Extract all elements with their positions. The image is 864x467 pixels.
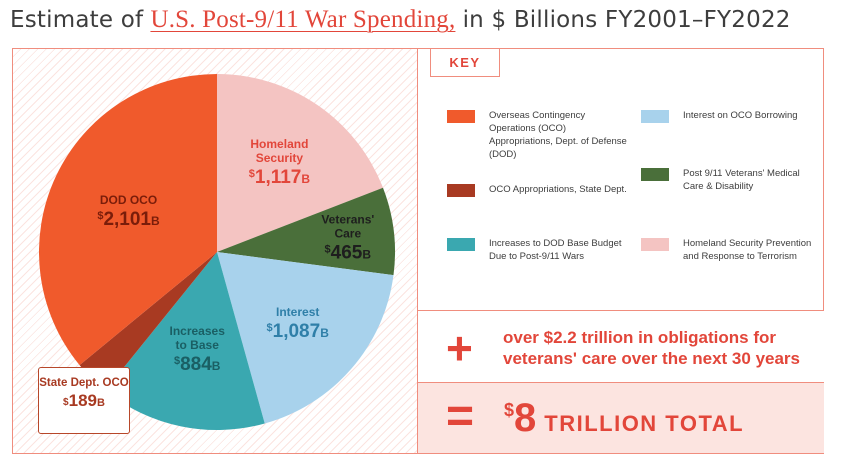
- total-word: TRILLION TOTAL: [544, 411, 745, 436]
- chart-frame: [12, 48, 824, 454]
- pie-value-label: $2,101B: [97, 209, 160, 230]
- legend-item-homeland: Homeland Security Prevention and Respons…: [641, 237, 821, 263]
- pie-slice-state-dept-oco: [79, 252, 217, 391]
- callout-value: $189B: [63, 391, 105, 410]
- pie-label: Interest: [276, 305, 319, 319]
- pie-slice-homeland-security: [217, 74, 383, 252]
- pie-slice-veterans-care: [217, 187, 396, 276]
- pie-slice-increases-to-base: [105, 252, 265, 431]
- chart-title: Estimate of U.S. Post-9/11 War Spending,…: [10, 5, 791, 35]
- total-amount: 8: [514, 396, 537, 440]
- total-value: $8 TRILLION TOTAL: [504, 398, 744, 438]
- equals-sign: =: [446, 390, 475, 443]
- total-row: [418, 383, 824, 453]
- pie-value-label: $1,087B: [267, 321, 330, 342]
- legend-item-base-budget: Increases to DOD Base Budget Due to Post…: [447, 237, 627, 263]
- pie-value-label: $465B: [325, 242, 372, 263]
- title-suffix: in $ Billions FY2001–FY2022: [462, 7, 791, 33]
- title-prefix: Estimate of: [10, 7, 144, 33]
- legend-swatch: [447, 184, 475, 197]
- legend-key-label: KEY: [430, 49, 500, 77]
- total-divider: [418, 382, 824, 383]
- vertical-divider: [417, 49, 418, 453]
- pie-label: DOD OCO: [100, 193, 157, 207]
- legend-item-state-oco: OCO Appropriations, State Dept.: [447, 183, 627, 197]
- pie-value-label: $1,117B: [249, 167, 311, 188]
- legend-label: Post 9/11 Veterans' Medical Care & Disab…: [683, 168, 800, 192]
- title-highlight: U.S. Post-9/11 War Spending,: [150, 6, 456, 33]
- legend-swatch: [641, 110, 669, 123]
- legend-item-veterans: Post 9/11 Veterans' Medical Care & Disab…: [641, 167, 821, 193]
- pie-label: Increases to Base: [170, 324, 226, 352]
- pie-slice-interest: [217, 252, 394, 424]
- legend-label: Overseas Contingency Operations (OCO) Ap…: [489, 110, 627, 160]
- plus-sign: +: [446, 322, 473, 374]
- legend-swatch: [447, 238, 475, 251]
- legend-label: OCO Appropriations, State Dept.: [489, 184, 627, 195]
- legend-item-dod-oco: Overseas Contingency Operations (OCO) Ap…: [447, 109, 627, 161]
- legend-divider: [418, 310, 824, 311]
- pie-value-label: $884B: [174, 354, 221, 375]
- legend-label: Homeland Security Prevention and Respons…: [683, 238, 812, 262]
- legend-swatch: [641, 238, 669, 251]
- legend-label: Increases to DOD Base Budget Due to Post…: [489, 238, 622, 262]
- legend-swatch: [447, 110, 475, 123]
- total-dollar: $: [504, 400, 515, 420]
- legend-item-interest: Interest on OCO Borrowing: [641, 109, 821, 123]
- state-dept-callout: State Dept. OCO $189B: [38, 367, 130, 434]
- legend-label: Interest on OCO Borrowing: [683, 110, 798, 121]
- pie-label: Homeland Security: [250, 137, 308, 165]
- obligations-text: over $2.2 trillion in obligations for ve…: [503, 328, 801, 368]
- pie-label: Veterans' Care: [321, 212, 374, 240]
- legend-swatch: [641, 168, 669, 181]
- obligations-row: [418, 311, 824, 382]
- callout-label: State Dept. OCO: [39, 377, 129, 389]
- pie-slice-dod-oco: [38, 74, 217, 366]
